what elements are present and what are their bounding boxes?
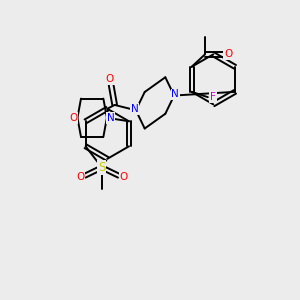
Text: O: O: [106, 74, 114, 84]
Text: N: N: [106, 113, 114, 123]
Text: N: N: [171, 89, 179, 99]
Text: S: S: [98, 161, 106, 174]
Text: O: O: [76, 172, 84, 182]
Text: F: F: [210, 92, 216, 102]
Text: N: N: [131, 104, 139, 114]
Text: O: O: [69, 113, 77, 123]
Text: O: O: [224, 50, 232, 59]
Text: O: O: [119, 172, 128, 182]
